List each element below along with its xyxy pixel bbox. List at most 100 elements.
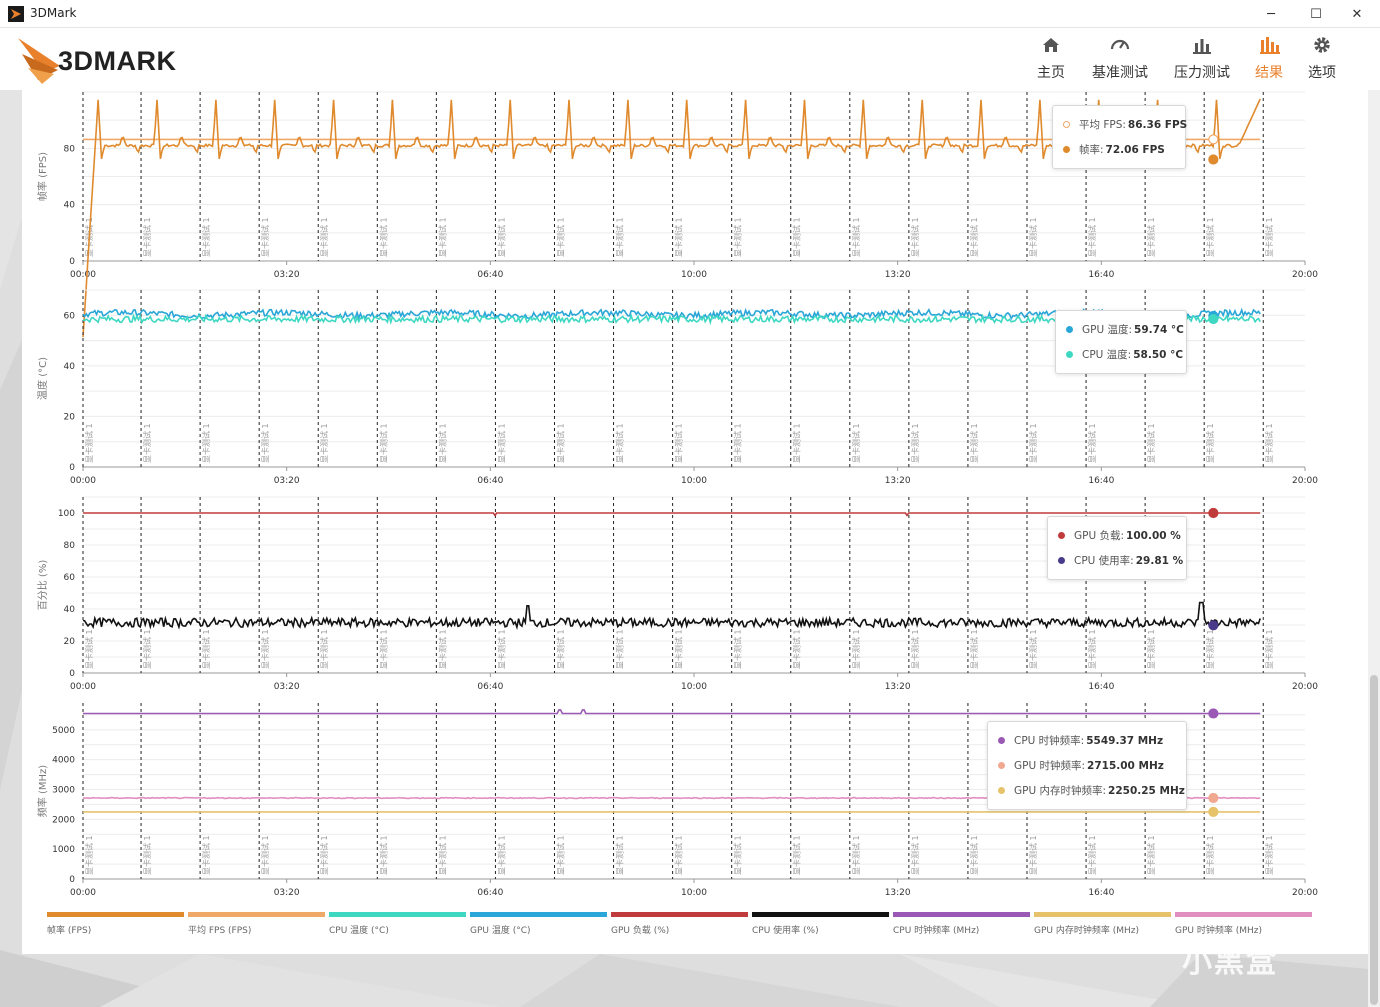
tooltip-row: GPU 负载: 100.00 %: [1058, 523, 1181, 548]
tooltip-label: GPU 时钟频率:: [1014, 760, 1086, 772]
app-header: 3DMARK 主页 基准测试 压力测试 结果: [0, 28, 1380, 90]
legend-label: CPU 时钟频率 (MHz): [893, 926, 980, 936]
hover-point: [1208, 620, 1219, 631]
legend-label: 平均 FPS (FPS): [188, 926, 252, 936]
test-marker-label: 显卡测试 1: [319, 217, 329, 257]
series-line: [82, 601, 1261, 631]
legend-label: GPU 负载 (%): [611, 926, 670, 936]
test-marker-label: 显卡测试 1: [851, 423, 861, 463]
test-marker-label: 显卡测试 1: [1087, 217, 1097, 257]
test-marker-label: 显卡测试 1: [1028, 423, 1038, 463]
test-marker-label: 显卡测试 1: [674, 217, 684, 257]
tooltip-label: CPU 温度:: [1082, 349, 1132, 361]
test-marker-label: 显卡测试 1: [260, 629, 270, 669]
legend-label: GPU 内存时钟频率 (MHz): [1034, 926, 1139, 936]
legend-item[interactable]: GPU 温度 (°C): [470, 912, 607, 936]
nav-stress-test-label: 压力测试: [1174, 65, 1230, 81]
test-marker-label: 显卡测试 1: [1028, 835, 1038, 875]
hover-point: [1208, 792, 1219, 804]
test-marker-label: 显卡测试 1: [1087, 423, 1097, 463]
tooltip-value: 86.36 FPS: [1127, 118, 1188, 131]
test-marker-label: 显卡测试 1: [142, 629, 152, 669]
legend-item[interactable]: 帧率 (FPS): [47, 912, 184, 936]
x-tick-label: 20:00: [1292, 270, 1318, 280]
fps-tooltip: 平均 FPS: 86.36 FPS 帧率: 72.06 FPS: [1052, 105, 1187, 169]
legend-item[interactable]: GPU 时钟频率 (MHz): [1175, 912, 1312, 936]
x-tick-label: 03:20: [274, 682, 300, 692]
test-marker-label: 显卡测试 1: [910, 835, 920, 875]
test-marker-label: 显卡测试 1: [1087, 835, 1097, 875]
test-marker-label: 显卡测试 1: [1146, 835, 1156, 875]
nav-results[interactable]: 结果: [1255, 34, 1283, 86]
legend-item[interactable]: CPU 时钟频率 (MHz): [893, 912, 1030, 936]
y-axis-title: 温度 (°C): [36, 357, 49, 400]
y-tick-label: 60: [64, 311, 76, 321]
test-marker-label: 显卡测试 1: [142, 835, 152, 875]
series-dot: [998, 762, 1005, 769]
nav-options-label: 选项: [1308, 65, 1336, 81]
tooltip-row: 平均 FPS: 86.36 FPS: [1063, 112, 1187, 137]
x-tick-label: 03:20: [274, 888, 300, 898]
logo-text: 3DMARK: [58, 46, 177, 76]
legend-swatch: [329, 912, 466, 917]
x-tick-label: 20:00: [1292, 682, 1318, 692]
x-tick-label: 20:00: [1292, 476, 1318, 486]
legend-item[interactable]: GPU 负载 (%): [611, 912, 748, 936]
percentage-tooltip: GPU 负载: 100.00 % CPU 使用率: 29.81 %: [1047, 516, 1187, 580]
test-marker-label: 显卡测试 1: [792, 423, 802, 463]
series-dot: [1063, 121, 1070, 128]
nav-options[interactable]: 选项: [1308, 34, 1336, 86]
x-tick-label: 13:20: [885, 476, 911, 486]
y-tick-label: 40: [64, 362, 76, 372]
minimize-button[interactable]: ─: [1267, 6, 1275, 22]
x-tick-label: 00:00: [70, 476, 96, 486]
test-marker-label: 显卡测试 1: [378, 629, 388, 669]
close-button[interactable]: ✕: [1351, 6, 1363, 22]
3dmark-app-icon: [8, 6, 24, 22]
maximize-button[interactable]: ☐: [1310, 6, 1322, 22]
test-marker-label: 显卡测试 1: [496, 217, 506, 257]
tooltip-row: GPU 时钟频率: 2715.00 MHz: [998, 753, 1178, 778]
nav-home[interactable]: 主页: [1037, 34, 1065, 86]
test-marker-label: 显卡测试 1: [674, 423, 684, 463]
gear-icon: [1314, 37, 1330, 53]
y-tick-label: 0: [69, 669, 75, 679]
test-marker-label: 显卡测试 1: [260, 423, 270, 463]
tooltip-label: GPU 负载:: [1074, 530, 1125, 542]
nav-benchmarks[interactable]: 基准测试: [1092, 34, 1148, 86]
test-marker-label: 显卡测试 1: [142, 423, 152, 463]
x-tick-label: 16:40: [1088, 888, 1114, 898]
legend-item[interactable]: CPU 使用率 (%): [752, 912, 889, 936]
series-dot: [1066, 326, 1073, 333]
test-marker-label: 显卡测试 1: [378, 423, 388, 463]
test-marker-label: 显卡测试 1: [437, 835, 447, 875]
test-marker-label: 显卡测试 1: [851, 629, 861, 669]
test-marker-label: 显卡测试 1: [1205, 217, 1215, 257]
series-dot: [998, 737, 1005, 744]
nav-stress-test[interactable]: 压力测试: [1174, 34, 1230, 86]
speedometer-icon: [1110, 39, 1130, 50]
tooltip-value: 2250.25 MHz: [1108, 784, 1185, 797]
test-marker-label: 显卡测试 1: [496, 423, 506, 463]
home-icon: [1043, 38, 1059, 52]
test-marker-label: 显卡测试 1: [969, 629, 979, 669]
hover-point: [1208, 313, 1219, 325]
scrollbar-thumb[interactable]: [1370, 675, 1378, 1005]
test-marker-label: 显卡测试 1: [260, 835, 270, 875]
test-marker-label: 显卡测试 1: [260, 217, 270, 257]
frequency-tooltip: CPU 时钟频率: 5549.37 MHz GPU 时钟频率: 2715.00 MH…: [987, 721, 1187, 810]
series-line: [83, 709, 1261, 715]
tooltip-label: GPU 内存时钟频率:: [1014, 785, 1107, 797]
test-marker-label: 显卡测试 1: [615, 217, 625, 257]
legend-item[interactable]: CPU 温度 (°C): [329, 912, 466, 936]
x-tick-label: 06:40: [477, 476, 503, 486]
x-tick-label: 10:00: [681, 270, 707, 280]
test-marker-label: 显卡测试 1: [733, 217, 743, 257]
3dmark-logo[interactable]: 3DMARK: [14, 32, 219, 86]
nav-results-label: 结果: [1255, 65, 1283, 81]
x-tick-label: 13:20: [885, 888, 911, 898]
test-marker-label: 显卡测试 1: [496, 629, 506, 669]
legend-item[interactable]: GPU 内存时钟频率 (MHz): [1034, 912, 1171, 936]
legend-item[interactable]: 平均 FPS (FPS): [188, 912, 325, 936]
